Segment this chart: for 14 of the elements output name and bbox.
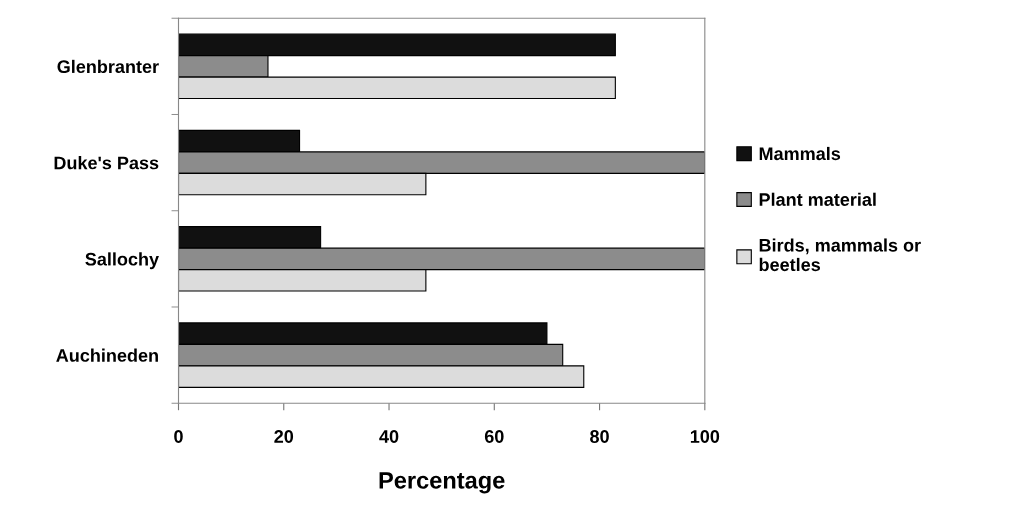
y-tick-label: Auchineden — [56, 348, 158, 362]
legend-label: Birds, mammals or beetles — [759, 238, 921, 272]
y-tick-label: Duke's Pass — [54, 156, 159, 170]
x-tick-label: 60 — [484, 430, 504, 443]
x-tick-label: 0 — [174, 430, 183, 443]
x-tick-label: 20 — [274, 430, 294, 443]
y-tick-label: Glenbranter — [57, 59, 159, 74]
x-tick-label: 40 — [379, 430, 399, 443]
y-tick-label: Sallochy — [85, 252, 159, 270]
legend-label: Plant material — [759, 192, 876, 206]
x-tick-label: 100 — [690, 430, 720, 443]
legend-label: Mammals — [759, 146, 841, 161]
x-axis-title: Percentage — [379, 472, 505, 494]
x-tick-label: 80 — [590, 430, 609, 443]
